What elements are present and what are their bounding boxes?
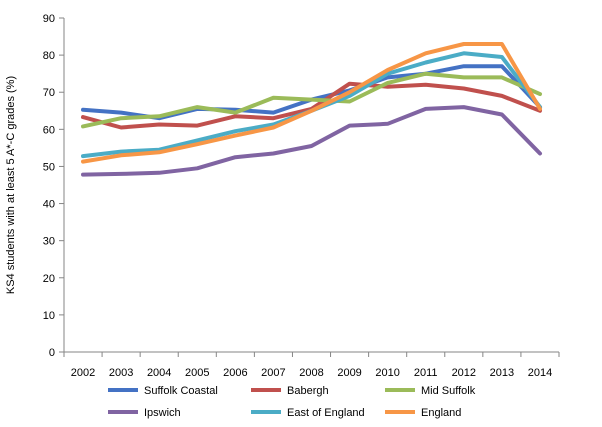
legend-label: Suffolk Coastal xyxy=(144,385,218,397)
series-line-babergh xyxy=(81,81,542,130)
series-line-mid-suffolk xyxy=(81,71,542,129)
x-tick-label: 2005 xyxy=(185,367,209,379)
x-tick-label: 2004 xyxy=(147,367,171,379)
x-ticks: 2002 2003 2004 2005 2006 2007 2008 2009 2010 2011… xyxy=(63,352,560,379)
x-tick-label: 2014 xyxy=(528,367,552,379)
x-tick-label: 2010 xyxy=(375,367,399,379)
y-tick-label: 70 xyxy=(43,87,55,99)
series-line-east-of-england xyxy=(81,51,542,159)
axes xyxy=(63,18,559,353)
series-line-ipswich xyxy=(81,105,542,177)
y-tick-label: 50 xyxy=(43,161,55,173)
x-tick-label: 2013 xyxy=(490,367,514,379)
legend: Suffolk Coastal Babergh Mid Suffolk Ipswich… xyxy=(108,385,476,419)
x-tick-label: 2006 xyxy=(223,367,247,379)
x-tick-label: 2007 xyxy=(261,367,285,379)
legend-label: England xyxy=(421,407,461,419)
y-tick-label: 80 xyxy=(43,50,55,62)
legend-label: Babergh xyxy=(287,385,329,397)
x-tick-label: 2008 xyxy=(299,367,323,379)
y-axis-label: KS4 students with at least 5 A*-C grades… xyxy=(5,76,17,294)
y-tick-label: 10 xyxy=(43,310,55,322)
y-tick-label: 90 xyxy=(43,13,55,25)
legend-label: Ipswich xyxy=(144,407,181,419)
x-tick-label: 2003 xyxy=(109,367,133,379)
x-tick-label: 2009 xyxy=(337,367,361,379)
x-tick-label: 2002 xyxy=(71,367,95,379)
y-tick-label: 40 xyxy=(43,199,55,211)
y-tick-label: 20 xyxy=(43,273,55,285)
legend-label: Mid Suffolk xyxy=(421,385,476,397)
y-tick-label: 0 xyxy=(49,347,55,359)
x-tick-label: 2012 xyxy=(452,367,476,379)
y-ticks: 0 10 20 30 40 50 60 70 80 90 xyxy=(43,13,64,359)
x-tick-label: 2011 xyxy=(414,367,438,379)
legend-label: East of England xyxy=(287,407,365,419)
series-line-england xyxy=(81,42,542,164)
y-tick-label: 30 xyxy=(43,236,55,248)
y-tick-label: 60 xyxy=(43,124,55,136)
series-lines xyxy=(81,42,542,177)
